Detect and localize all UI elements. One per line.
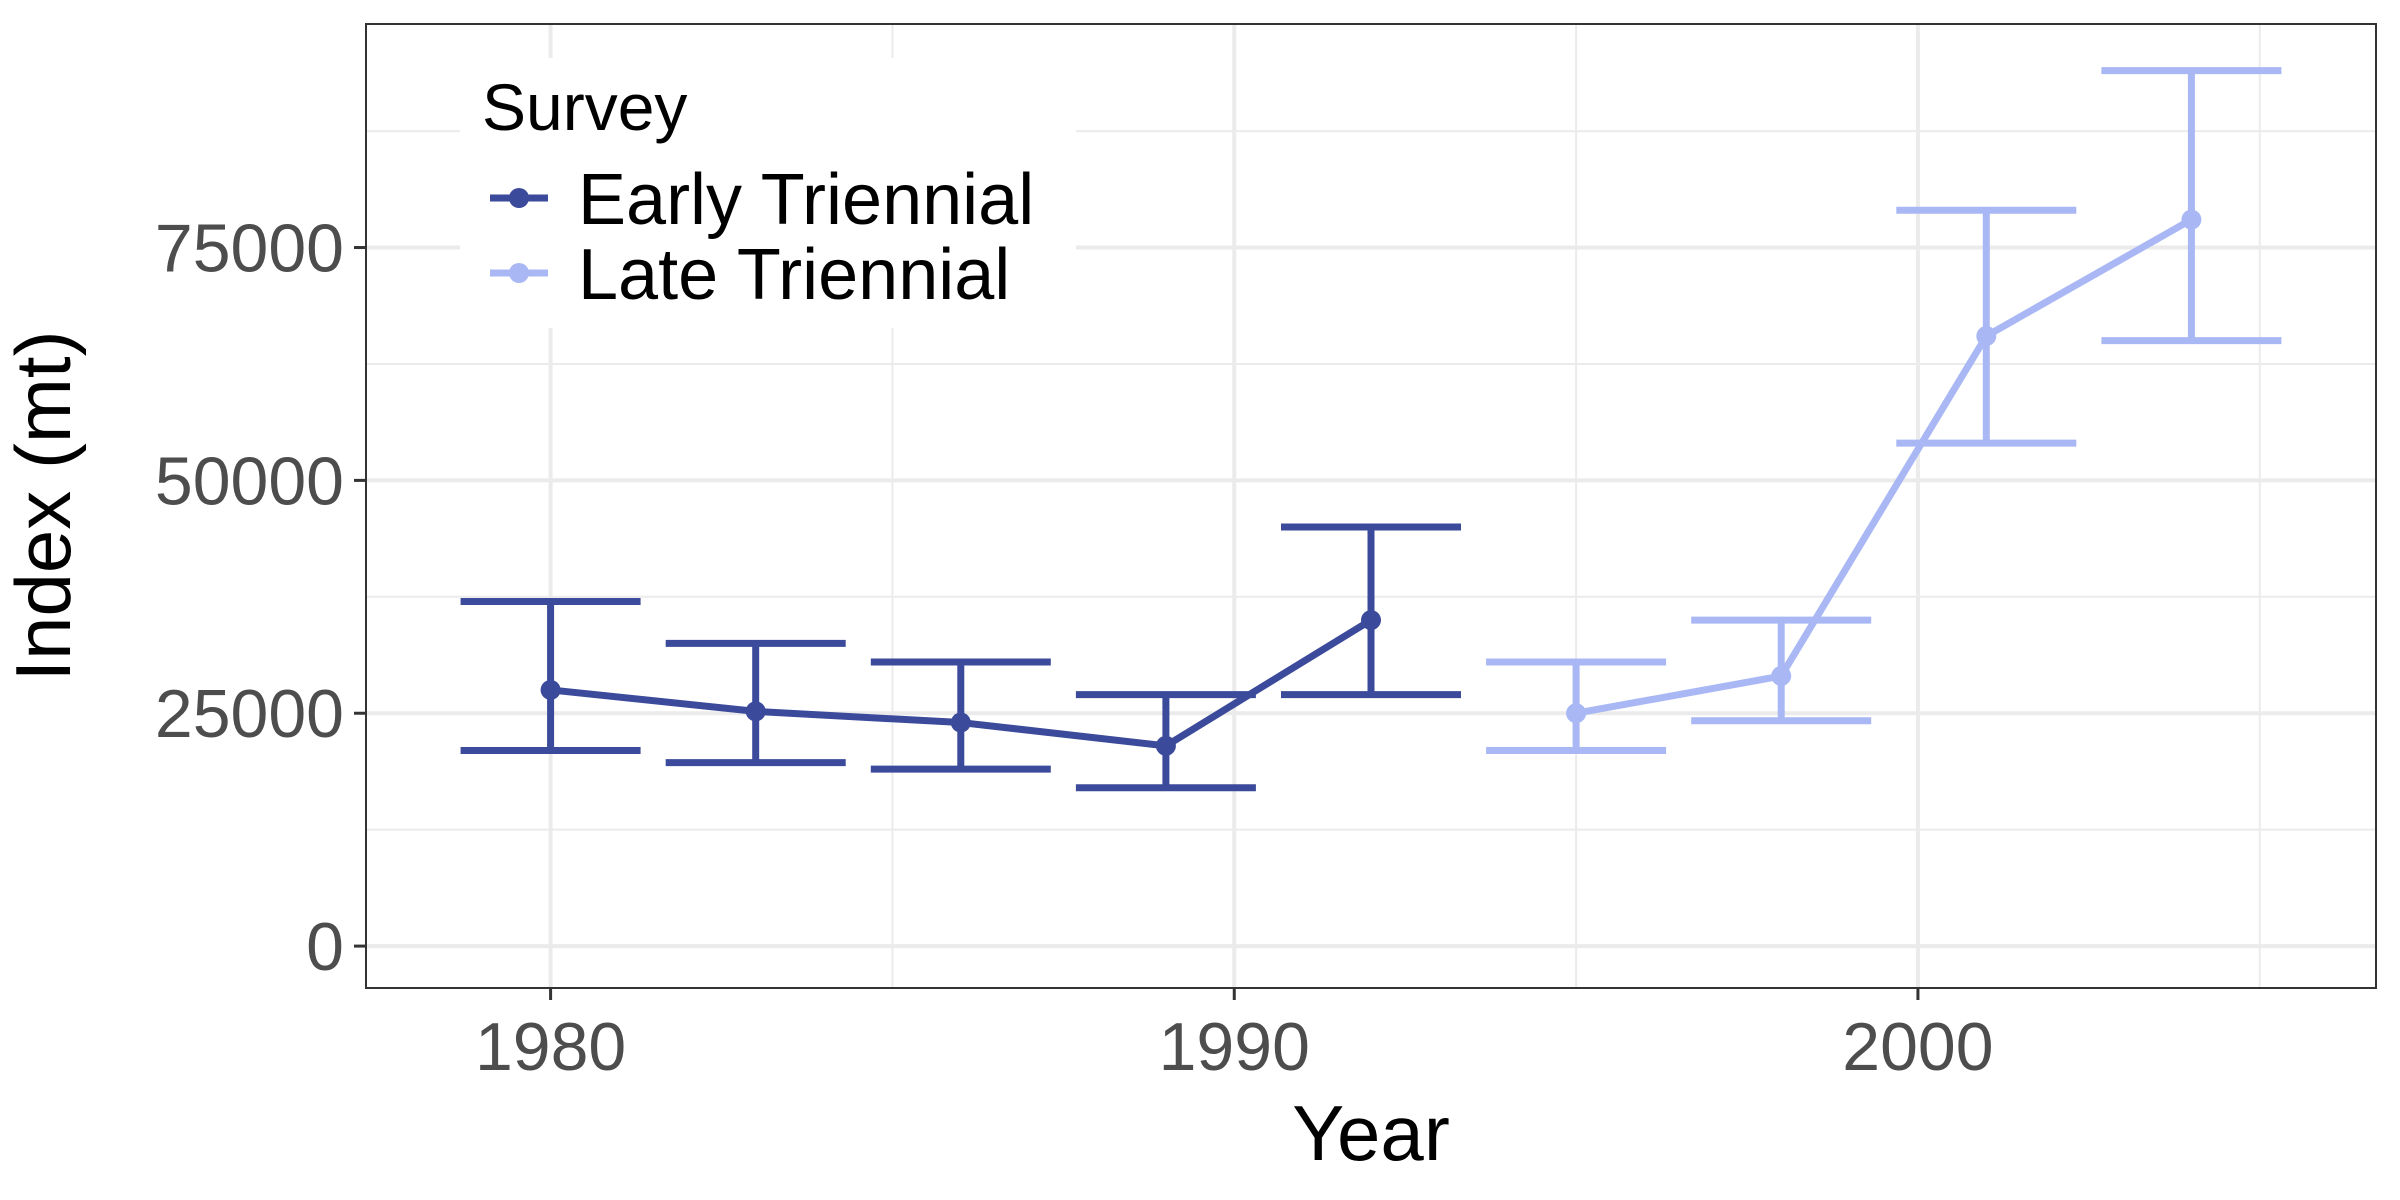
legend-background [460, 58, 1076, 328]
panel-border [365, 23, 2377, 989]
legend-label: Late Triennial [578, 235, 1010, 315]
data-point [1155, 735, 1176, 756]
legend-key-point [509, 263, 529, 283]
data-point [2181, 209, 2202, 230]
y-tick-label: 50000 [155, 443, 344, 519]
legend-item: Late Triennial [490, 235, 1010, 315]
y-axis: 0 25000 50000 75000 [155, 211, 366, 985]
y-tick-label: 0 [306, 909, 344, 985]
y-axis-title: Index (mt) [0, 330, 87, 681]
x-axis: 1980 1990 2000 [475, 988, 1994, 1085]
data-point [1361, 610, 1381, 631]
data-point [745, 701, 766, 722]
legend-key-point [509, 188, 529, 208]
y-tick-label: 75000 [155, 211, 344, 287]
series-2 [1486, 67, 2282, 754]
legend-item: Early Triennial [490, 160, 1034, 240]
data-point [1771, 665, 1792, 686]
series-line [1575, 216, 2194, 717]
data-point [1976, 326, 1997, 347]
data-point [540, 679, 561, 700]
data-point [1566, 703, 1587, 724]
series-layer [460, 67, 2282, 792]
x-tick-label: 1980 [475, 1009, 626, 1085]
x-axis-title: Year [1292, 1089, 1450, 1177]
x-tick-label: 2000 [1842, 1009, 1993, 1085]
data-point [950, 712, 971, 733]
legend-label: Early Triennial [578, 160, 1034, 240]
y-tick-label: 25000 [155, 676, 344, 752]
legend-title: Survey [482, 70, 687, 144]
x-tick-label: 1990 [1159, 1009, 1310, 1085]
series-1 [460, 523, 1461, 792]
